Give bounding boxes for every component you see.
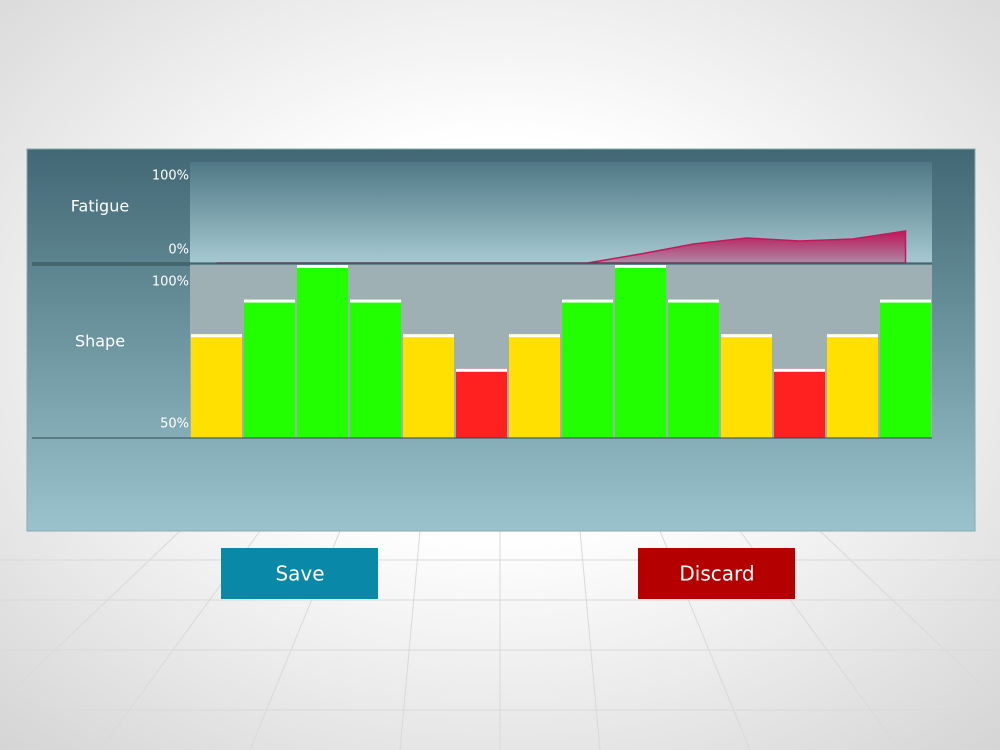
- bar: [721, 334, 772, 438]
- y-tick-label: 100%: [152, 275, 189, 290]
- bar-cap: [509, 334, 560, 338]
- bar-cap: [403, 334, 454, 338]
- discard-button-bg[interactable]: [638, 548, 795, 599]
- bar: [403, 334, 454, 438]
- bar-cap: [562, 299, 613, 303]
- save-button-text[interactable]: Save: [275, 562, 324, 586]
- bar: [350, 299, 401, 438]
- bar: [615, 265, 666, 438]
- save-button-bg[interactable]: [221, 548, 378, 599]
- bar: [562, 299, 613, 438]
- fatigue-label: Fatigue: [71, 197, 129, 216]
- bar: [297, 265, 348, 438]
- bar-cap: [191, 334, 242, 338]
- bar-cap: [827, 334, 878, 338]
- bar-cap: [456, 368, 507, 372]
- bar: [244, 299, 295, 438]
- bar: [509, 334, 560, 438]
- bar: [774, 368, 825, 438]
- bar-cap: [350, 299, 401, 303]
- discard-button-text[interactable]: Discard: [679, 562, 754, 586]
- y-tick-label: 50%: [160, 417, 189, 432]
- bar: [668, 299, 719, 438]
- bar-cap: [668, 299, 719, 303]
- bar-cap: [880, 299, 931, 303]
- y-tick-label: 0%: [168, 243, 189, 258]
- bar-cap: [297, 265, 348, 268]
- bar: [456, 368, 507, 438]
- discard-button[interactable]: Discard: [638, 548, 795, 599]
- bar: [880, 299, 931, 438]
- bar-cap: [615, 265, 666, 268]
- save-button[interactable]: Save: [221, 548, 378, 599]
- shape-label: Shape: [75, 332, 125, 351]
- bar-cap: [774, 368, 825, 372]
- bar: [827, 334, 878, 438]
- bar-cap: [244, 299, 295, 303]
- bar: [191, 334, 242, 438]
- y-tick-label: 100%: [152, 169, 189, 184]
- bar-cap: [721, 334, 772, 338]
